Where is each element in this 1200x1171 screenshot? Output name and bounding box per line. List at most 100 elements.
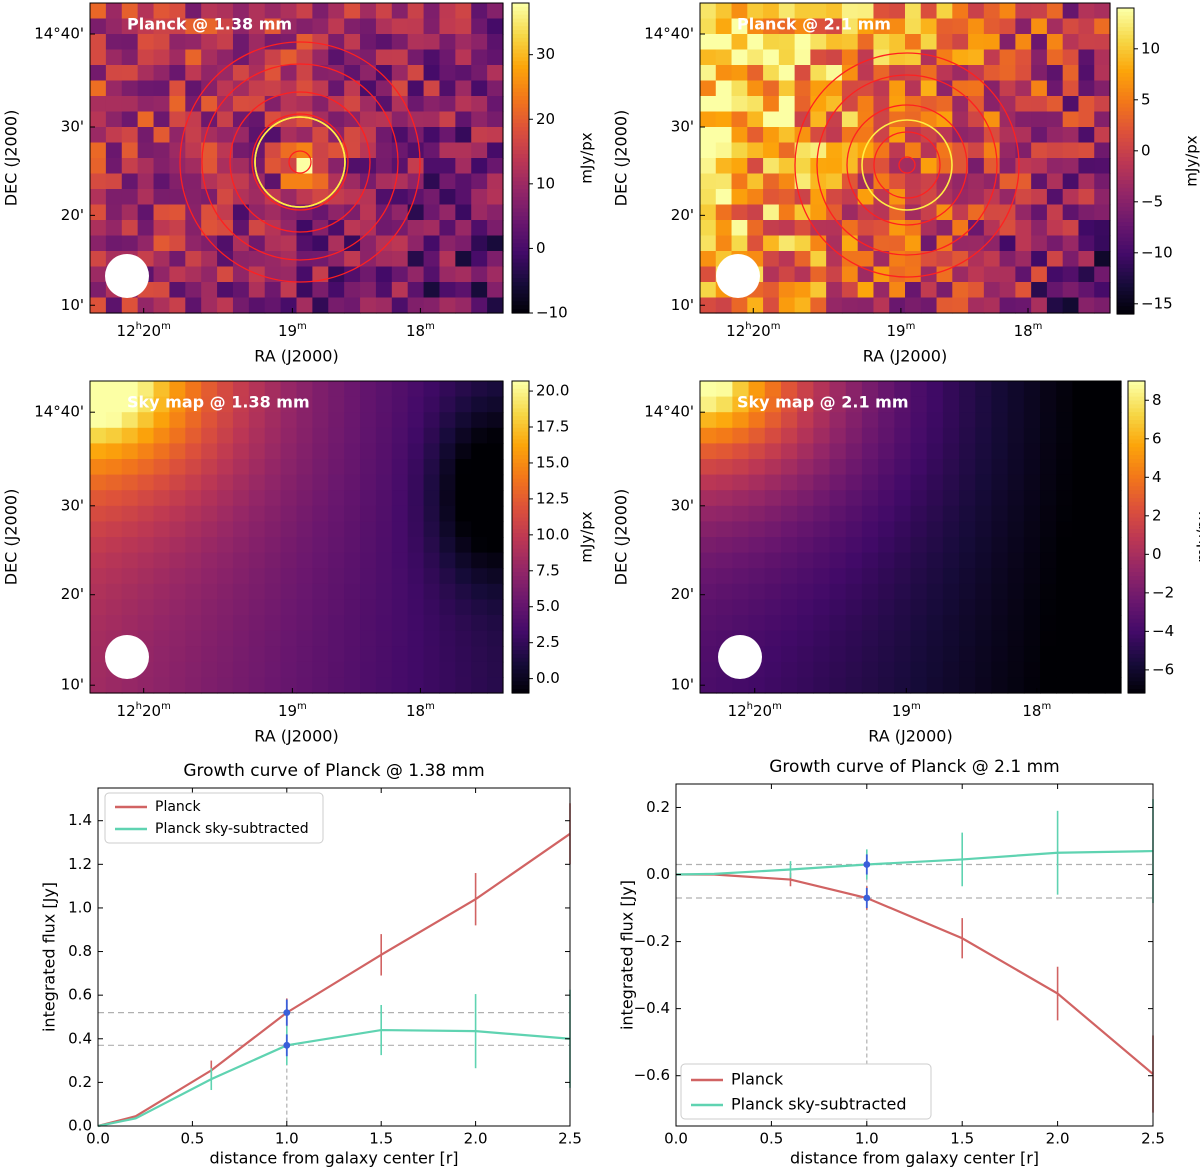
map-pixel <box>471 173 488 190</box>
map-pixel <box>1031 189 1048 206</box>
map-pixel <box>1094 96 1111 113</box>
x-tick-unit: m <box>771 321 781 332</box>
map-pixel <box>991 552 1009 569</box>
map-pixel <box>232 443 250 460</box>
map-pixel <box>968 34 985 51</box>
map-pixel <box>794 220 811 237</box>
map-pixel <box>217 18 234 35</box>
map-pixel <box>1062 127 1080 144</box>
map-pixel <box>829 537 847 554</box>
map-pixel <box>169 459 186 476</box>
map-pixel <box>1094 297 1111 314</box>
map-pixel <box>942 412 960 429</box>
map-pixel <box>861 568 879 585</box>
map-pixel <box>391 661 409 678</box>
colorbar-segment <box>512 443 529 448</box>
colorbar-segment <box>512 501 529 507</box>
map-pixel <box>780 615 798 632</box>
map-pixel <box>1056 412 1074 429</box>
map-pixel <box>748 615 766 632</box>
map-pixel <box>105 568 123 585</box>
map-pixel <box>407 204 425 221</box>
map-pixel <box>375 3 393 20</box>
map-pixel <box>407 282 425 299</box>
colorbar-segment <box>512 173 529 178</box>
map-pixel <box>1072 599 1090 616</box>
map-pixel <box>375 661 393 678</box>
map-pixel <box>232 568 250 585</box>
map-pixel <box>763 80 780 97</box>
map-pixel <box>861 396 879 413</box>
map-pixel <box>312 646 329 663</box>
map-pixel <box>137 220 155 237</box>
colorbar-segment <box>512 243 529 248</box>
map-pixel <box>889 297 906 314</box>
colorbar-segment <box>512 223 529 229</box>
map-pixel <box>715 34 733 51</box>
map-pixel <box>153 599 171 616</box>
aperture-reference-circle <box>254 116 346 208</box>
map-pixel <box>296 189 313 206</box>
map-pixel <box>780 677 798 694</box>
map-pixel <box>716 443 733 460</box>
map-pixel <box>700 615 717 632</box>
map-pixel <box>910 505 928 522</box>
map-pixel <box>715 158 733 175</box>
map-pixel <box>153 65 171 82</box>
map-pixel <box>90 490 107 507</box>
map-pixel <box>407 490 425 507</box>
map-pixel <box>423 96 441 113</box>
colorbar-segment <box>512 490 529 495</box>
map-pixel <box>780 474 798 491</box>
map-pixel <box>280 537 298 554</box>
map-pixel <box>137 552 155 569</box>
map-pixel <box>344 630 361 647</box>
map-pixel <box>1056 661 1074 678</box>
map-pixel <box>423 646 441 663</box>
map-pixel <box>794 18 811 35</box>
map-pixel <box>105 615 123 632</box>
map-pixel <box>968 266 985 283</box>
map-pixel <box>471 412 488 429</box>
x-tick-value: 12 <box>117 322 136 340</box>
map-pixel <box>280 521 298 538</box>
map-pixel <box>153 158 171 175</box>
map-pixel <box>137 49 155 66</box>
map-pixel <box>999 3 1016 20</box>
map-pixel <box>968 142 985 159</box>
map-pixel <box>487 49 504 66</box>
colorbar-segment <box>512 3 529 8</box>
map-pixel <box>153 459 171 476</box>
map-pixel <box>731 49 748 66</box>
x-tick-unit: m <box>297 321 307 332</box>
map-pixel <box>328 189 345 206</box>
map-pixel <box>264 615 282 632</box>
map-pixel <box>991 490 1009 507</box>
map-pixel <box>1072 537 1090 554</box>
map-pixel <box>1078 49 1095 66</box>
map-pixel <box>732 412 750 429</box>
colorbar-segment <box>512 384 529 390</box>
map-pixel <box>797 568 814 585</box>
map-pixel <box>90 189 107 206</box>
map-pixel <box>878 381 895 398</box>
map-pixel <box>201 251 218 268</box>
map-pixel <box>455 220 472 237</box>
colorbar-segment <box>512 576 529 581</box>
x-tick-value: 18 <box>406 702 425 720</box>
x-axis-label: RA (J2000) <box>863 347 947 366</box>
map-pixel <box>1040 396 1057 413</box>
map-pixel <box>1007 537 1025 554</box>
colorbar-segment <box>512 618 529 624</box>
map-pixel <box>137 173 155 190</box>
map-pixel <box>439 677 456 694</box>
map-pixel <box>201 552 218 569</box>
map-pixel <box>1031 266 1048 283</box>
map-pixel <box>280 49 298 66</box>
map-pixel <box>185 266 202 283</box>
map-pixel <box>983 65 1001 82</box>
map-pixel <box>439 459 456 476</box>
map-pixel <box>296 521 313 538</box>
map-pixel <box>952 266 969 283</box>
